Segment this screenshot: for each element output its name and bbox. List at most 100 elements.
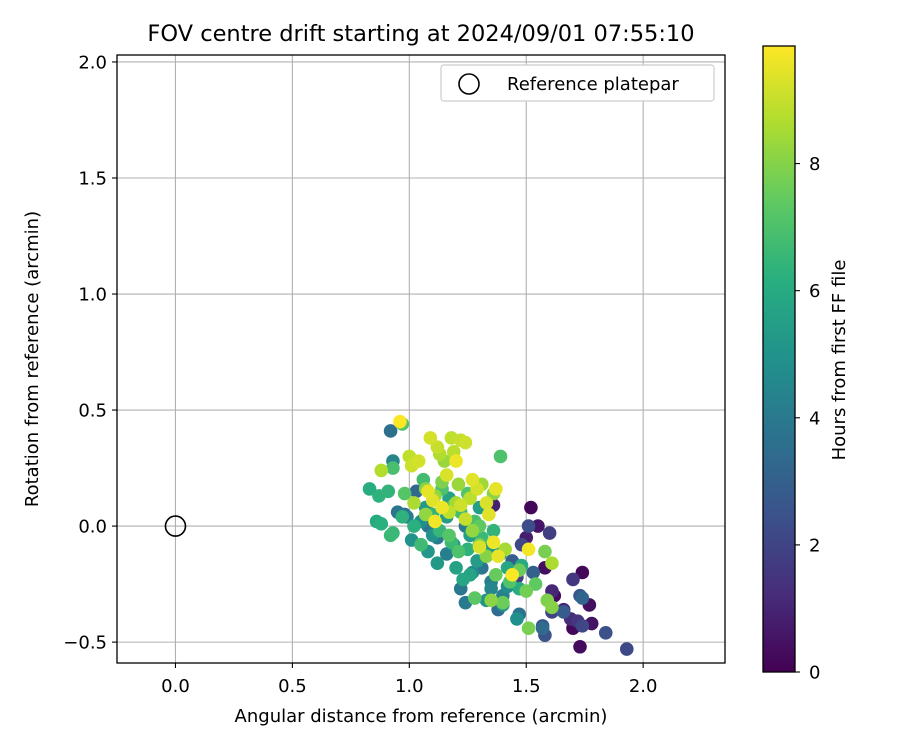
legend-label: Reference platepar (507, 74, 679, 95)
data-point (472, 540, 487, 554)
legend-box (440, 64, 715, 102)
data-point (598, 626, 613, 640)
data-point (383, 424, 398, 438)
data-point (542, 526, 557, 540)
data-point (493, 449, 508, 464)
data-point (575, 619, 590, 633)
data-point (545, 556, 559, 571)
data-point (524, 500, 538, 515)
data-point (449, 454, 463, 468)
data-point (510, 612, 524, 626)
x-tick-label: 0.5 (278, 676, 307, 697)
data-point (521, 621, 536, 635)
data-point (374, 516, 389, 531)
data-point (465, 523, 480, 538)
colorbar-tick-label: 2 (809, 535, 820, 556)
colorbar-gradient (762, 45, 796, 673)
x-axis-ticks: 0.0 0.5 1.0 1.5 2.0 (161, 663, 657, 697)
data-point (435, 500, 449, 515)
data-point (528, 577, 543, 591)
data-point (545, 600, 559, 615)
data-point (573, 639, 587, 654)
x-tick-label: 1.0 (395, 676, 424, 697)
data-point (538, 544, 552, 559)
x-tick-label: 0.0 (161, 676, 190, 697)
data-point (463, 491, 477, 506)
data-point (439, 547, 454, 561)
data-point (430, 556, 445, 571)
data-point (467, 591, 482, 605)
data-point (449, 561, 463, 575)
data-point (421, 484, 435, 499)
data-point (395, 510, 410, 524)
x-axis-label: Angular distance from reference (arcmin) (235, 706, 608, 727)
data-point (526, 565, 541, 580)
data-point (496, 595, 510, 610)
data-point (442, 528, 456, 543)
data-point (383, 528, 398, 543)
data-point (556, 605, 571, 619)
colorbar-tick-label: 6 (809, 281, 820, 302)
data-point (393, 414, 407, 429)
data-point (386, 461, 400, 475)
data-point (430, 440, 445, 454)
y-tick-label: 0.5 (78, 401, 107, 422)
data-point (374, 463, 389, 478)
data-point (505, 568, 519, 582)
colorbar: 0 2 4 6 8 Hours from first FF file (762, 45, 850, 684)
y-tick-label: 0.0 (78, 517, 107, 538)
data-point (521, 519, 536, 533)
data-point (397, 486, 412, 501)
data-point (407, 519, 421, 533)
data-point (566, 572, 580, 587)
data-point (486, 523, 501, 538)
data-point (479, 496, 494, 510)
data-point (491, 549, 505, 564)
data-point (531, 519, 545, 533)
data-point (482, 507, 496, 522)
colorbar-tick-label: 4 (809, 408, 820, 429)
colorbar-tick-label: 0 (809, 663, 820, 684)
data-point (458, 512, 473, 526)
data-points (362, 414, 634, 656)
data-point (451, 477, 466, 492)
colorbar-label: Hours from first FF file (829, 260, 850, 461)
data-point (575, 591, 590, 605)
data-point (486, 535, 501, 550)
data-point (453, 498, 468, 512)
data-point (451, 544, 466, 559)
data-point (439, 468, 454, 482)
data-point (521, 542, 536, 557)
data-point (535, 621, 550, 635)
x-tick-label: 1.5 (512, 676, 541, 697)
data-point (414, 537, 428, 552)
data-point (519, 584, 534, 598)
y-tick-label: 1.0 (78, 285, 107, 306)
plot-frame (116, 54, 726, 664)
x-tick-label: 2.0 (629, 676, 658, 697)
y-tick-label: 2.0 (78, 52, 107, 73)
data-point (484, 593, 498, 608)
reference-platepar-marker (164, 515, 187, 537)
colorbar-ticks: 0 2 4 6 8 (795, 154, 820, 684)
data-point (575, 565, 590, 580)
data-point (479, 549, 494, 564)
data-point (465, 472, 480, 487)
data-point (619, 642, 634, 656)
data-point (456, 572, 470, 587)
data-point (418, 507, 433, 522)
y-tick-label: −0.5 (63, 633, 107, 654)
grid-lines (117, 55, 725, 663)
data-point (407, 496, 421, 510)
data-point (362, 482, 377, 496)
data-point (411, 454, 426, 468)
y-axis-label: Rotation from reference (arcmin) (22, 211, 43, 507)
data-point (423, 431, 438, 445)
data-point (458, 435, 473, 450)
legend: Reference platepar (440, 64, 715, 102)
data-point (484, 581, 498, 596)
colorbar-tick-label: 8 (809, 154, 820, 175)
data-point (489, 482, 503, 496)
chart-title: FOV centre drift starting at 2024/09/01 … (147, 21, 694, 47)
